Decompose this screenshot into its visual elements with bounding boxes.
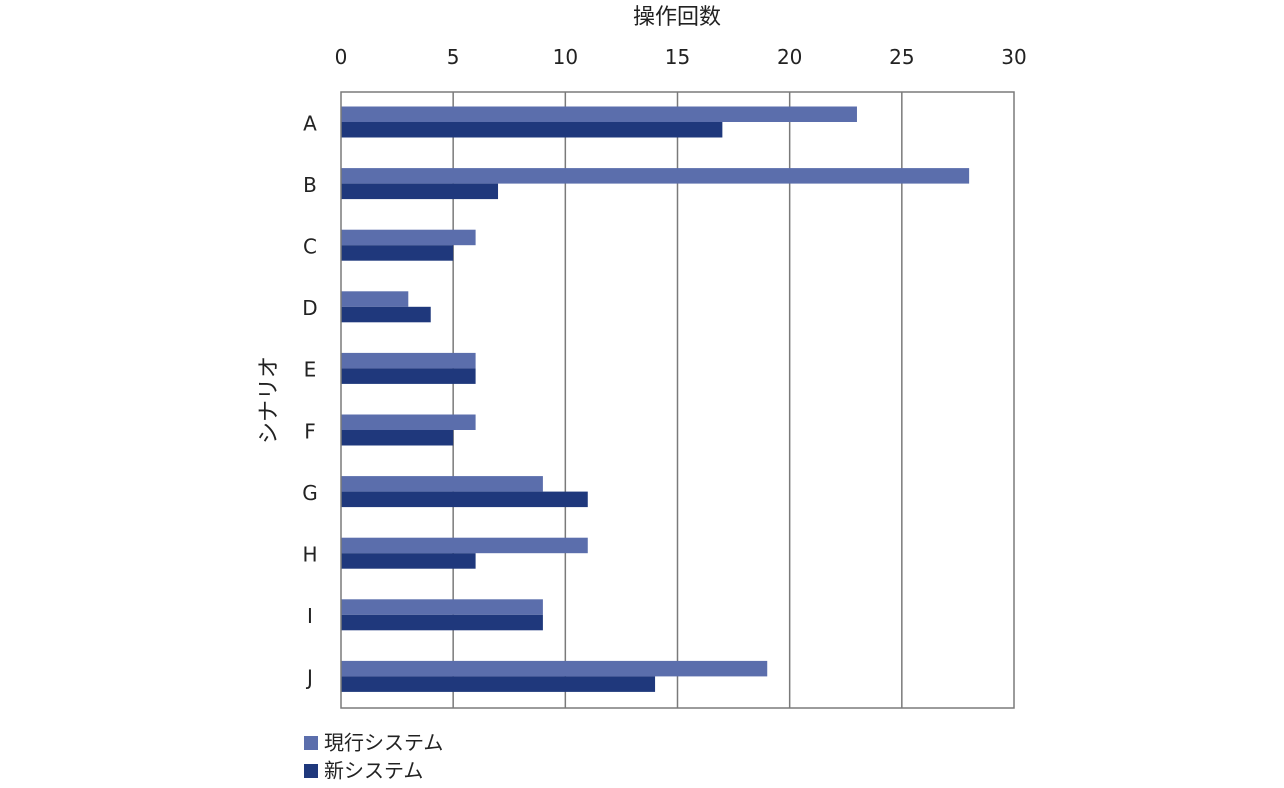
y-tick-label: E: [304, 358, 317, 382]
bar-new-system-d: [341, 306, 431, 323]
bar-current-system-h: [341, 537, 588, 554]
bar-new-system-e: [341, 368, 476, 384]
bar-current-system-b: [341, 168, 970, 184]
x-tick-label: 15: [665, 45, 690, 69]
legend-swatch-current-system: [304, 736, 318, 750]
x-axis-title: 操作回数: [633, 5, 721, 30]
bar-new-system-j: [341, 676, 656, 692]
x-tick-label: 25: [889, 45, 914, 69]
legend-label-current-system: 現行システム: [324, 731, 443, 755]
bar-current-system-g: [341, 476, 543, 492]
y-axis-ticks: A B C D E F G H I J: [302, 111, 318, 689]
bar-new-system-h: [341, 553, 476, 569]
x-tick-label: 20: [777, 45, 802, 69]
plot-frame: [340, 91, 1015, 709]
y-tick-label: D: [302, 296, 317, 320]
y-tick-label: C: [303, 235, 317, 259]
bar-layer: [341, 106, 970, 692]
legend-swatch-new-system: [304, 764, 318, 778]
y-tick-label: G: [302, 481, 318, 505]
y-tick-label: I: [307, 604, 313, 628]
x-axis-ticks: 0 5 10 15 20 25 30: [335, 45, 1027, 69]
bar-current-system-e: [341, 352, 476, 369]
bar-new-system-i: [341, 614, 543, 631]
legend-label-new-system: 新システム: [324, 759, 423, 783]
y-tick-label: A: [303, 111, 317, 135]
bar-current-system-a: [341, 106, 857, 122]
bar-new-system-f: [341, 430, 454, 446]
x-tick-label: 5: [447, 45, 460, 69]
bar-current-system-j: [341, 660, 768, 677]
x-tick-label: 30: [1001, 45, 1026, 69]
x-tick-label: 0: [335, 45, 348, 69]
bar-current-system-d: [341, 291, 409, 307]
bar-new-system-g: [341, 491, 588, 508]
bar-new-system-a: [341, 122, 723, 138]
bar-current-system-i: [341, 599, 543, 615]
y-tick-label: H: [302, 543, 317, 567]
y-tick-label: B: [303, 173, 317, 197]
y-axis-title: シナリオ: [257, 356, 282, 444]
x-tick-label: 10: [553, 45, 578, 69]
y-tick-label: F: [304, 419, 316, 443]
bar-current-system-f: [341, 414, 476, 430]
y-tick-label: J: [305, 666, 313, 690]
bar-new-system-b: [341, 183, 499, 200]
bar-current-system-c: [341, 229, 476, 246]
bar-new-system-c: [341, 245, 454, 261]
